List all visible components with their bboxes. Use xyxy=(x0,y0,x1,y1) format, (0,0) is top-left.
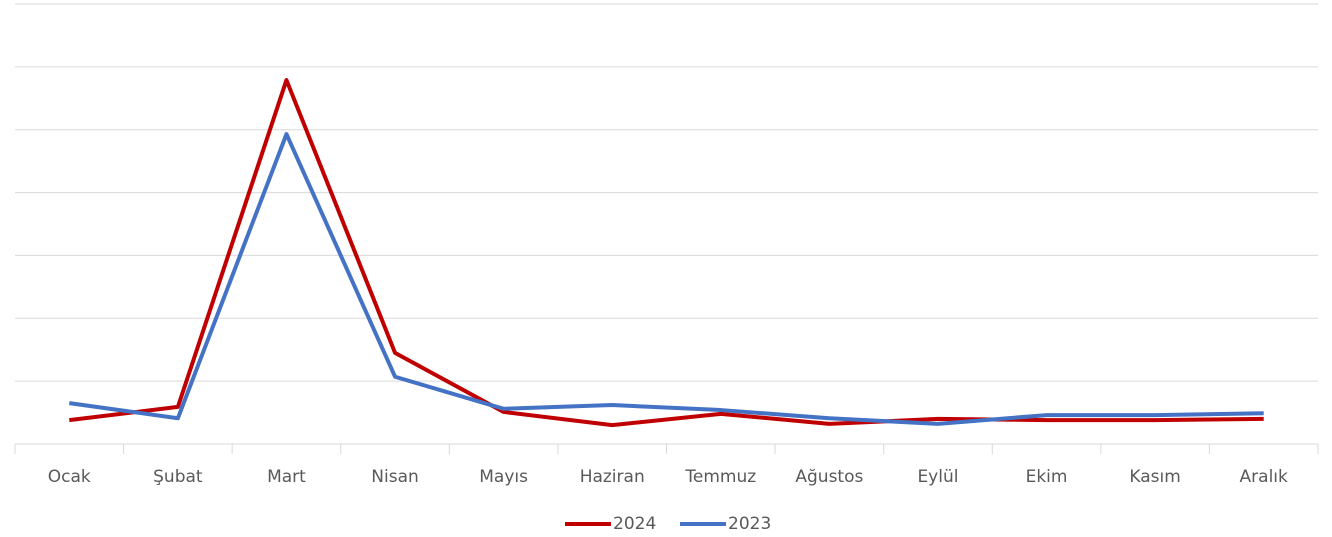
x-tick-label: Eylül xyxy=(917,467,958,487)
series-line xyxy=(69,78,1264,428)
x-tick-label: Mayıs xyxy=(479,467,528,487)
x-tick-label: Temmuz xyxy=(684,467,756,487)
series-line xyxy=(69,132,1264,426)
x-tick-label: Ağustos xyxy=(795,467,863,487)
x-tick-label: Mart xyxy=(267,467,306,487)
x-tick-label: Ocak xyxy=(48,467,91,487)
x-tick-label: Ekim xyxy=(1026,467,1068,487)
legend-label: 2024 xyxy=(613,514,656,534)
x-tick-label: Haziran xyxy=(580,467,645,487)
x-tick-label: Nisan xyxy=(371,467,419,487)
x-tick-label: Kasım xyxy=(1129,467,1180,487)
x-tick-label: Aralık xyxy=(1240,467,1288,487)
x-tick-label: Şubat xyxy=(153,467,203,487)
legend-label: 2023 xyxy=(728,514,771,534)
